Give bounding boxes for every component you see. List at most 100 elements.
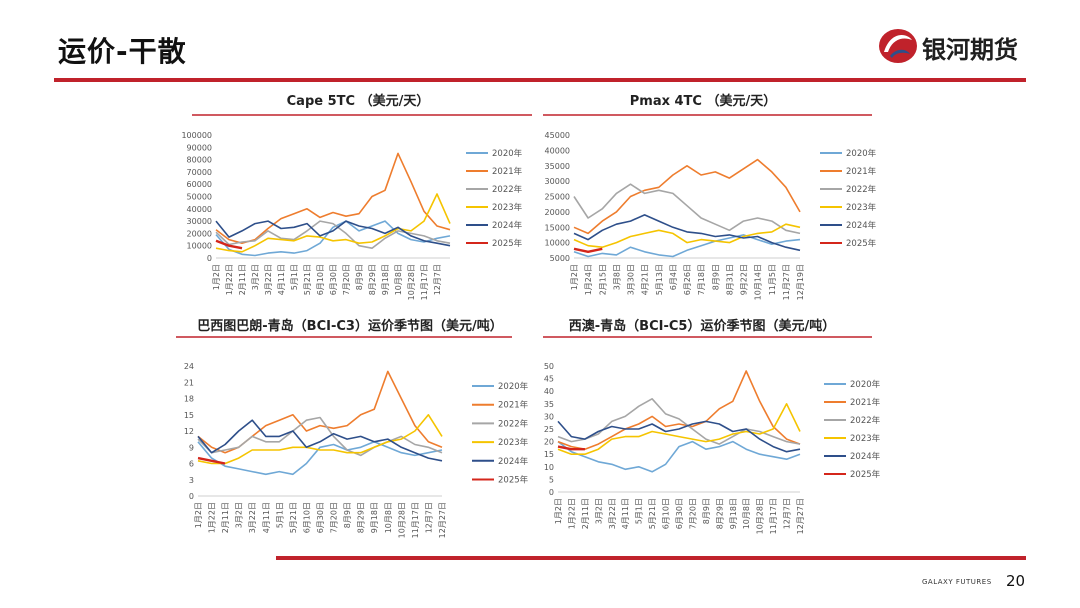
chart-title: Pmax 4TC （美元/天） — [630, 93, 777, 109]
x-tick-label: 8月9日 — [355, 264, 364, 290]
series-line-2025 — [557, 445, 585, 451]
x-tick-label: 1月2日 — [212, 264, 221, 290]
series-line-2020 — [557, 440, 801, 473]
x-tick-label: 4月21日 — [641, 264, 650, 295]
chart-2: Pmax 4TC （美元/天） 45000 40000 35000 30000 25000… — [543, 93, 877, 300]
x-tick-label: 3月22日 — [248, 502, 257, 533]
series-line-2023 — [573, 223, 801, 248]
y-tick-label: 80000 — [187, 156, 212, 165]
legend-label-2025: 2025年 — [846, 238, 877, 249]
x-tick-label: 7月20日 — [688, 498, 697, 529]
y-tick-label: 24 — [184, 362, 194, 371]
galaxy-logo-icon — [879, 29, 917, 63]
y-tick-label: 0 — [549, 488, 554, 497]
x-tick-label: 1月2日 — [554, 498, 563, 524]
series-line-2025 — [197, 456, 226, 465]
series-line-2021 — [573, 158, 801, 235]
x-tick-label: 3月2日 — [235, 502, 244, 528]
y-tick-label: 70000 — [187, 168, 212, 177]
chart-title: 巴西图巴朗-青岛（BCI-C3）运价季节图（美元/吨） — [197, 318, 502, 334]
y-tick-label: 45000 — [545, 131, 570, 140]
x-tick-label: 12月27日 — [796, 498, 805, 534]
x-tick-label: 12月7日 — [783, 498, 792, 529]
y-tick-label: 21 — [184, 378, 194, 387]
series-line-2022 — [573, 183, 801, 235]
x-tick-label: 12月27日 — [438, 502, 447, 538]
x-tick-label: 10月28日 — [756, 498, 765, 534]
y-tick-label: 10 — [544, 463, 554, 472]
legend-label-2024: 2024年 — [498, 456, 529, 467]
x-tick-label: 3月22日 — [608, 498, 617, 529]
x-tick-label: 6月10日 — [662, 498, 671, 529]
x-tick-label: 10月8日 — [742, 498, 751, 529]
top-rule — [54, 78, 1026, 82]
legend-label-2022: 2022年 — [846, 184, 877, 195]
chart-4: 西澳-青岛（BCI-C5）运价季节图（美元/吨）5045403530252015… — [543, 318, 881, 534]
x-tick-label: 1月22日 — [567, 498, 576, 529]
x-tick-label: 10月28日 — [397, 502, 406, 538]
x-tick-label: 2月11日 — [221, 502, 230, 533]
x-tick-label: 10月14日 — [754, 264, 763, 300]
series-line-2022 — [197, 416, 443, 457]
y-tick-label: 20000 — [187, 229, 212, 238]
x-tick-label: 2月11日 — [581, 498, 590, 529]
y-tick-label: 5000 — [550, 254, 570, 263]
x-tick-label: 10月28日 — [407, 264, 416, 300]
series-line-2025 — [573, 247, 603, 253]
legend-label-2024: 2024年 — [492, 220, 523, 231]
legend-label-2021: 2021年 — [850, 397, 881, 408]
y-tick-label: 3 — [189, 476, 194, 485]
y-tick-label: 0 — [189, 492, 194, 501]
x-tick-label: 9月18日 — [729, 498, 738, 529]
x-tick-label: 8月9日 — [702, 498, 711, 524]
legend-label-2022: 2022年 — [850, 415, 881, 426]
legend-label-2023: 2023年 — [850, 433, 881, 444]
x-tick-label: 7月20日 — [342, 264, 351, 295]
y-tick-label: 15000 — [545, 223, 570, 232]
x-tick-label: 10月8日 — [384, 502, 393, 533]
legend-label-2020: 2020年 — [492, 148, 523, 159]
x-tick-label: 11月17日 — [769, 498, 778, 534]
y-tick-label: 90000 — [187, 143, 212, 152]
x-tick-label: 3月22日 — [264, 264, 273, 295]
x-tick-label: 1月24日 — [584, 264, 593, 295]
series-line-2021 — [215, 152, 451, 244]
legend-label-2025: 2025年 — [850, 469, 881, 480]
x-tick-label: 4月11日 — [262, 502, 271, 533]
y-tick-label: 45 — [544, 375, 554, 384]
x-tick-label: 2月15日 — [598, 264, 607, 295]
x-tick-label: 11月5日 — [768, 264, 777, 295]
x-tick-label: 2月11日 — [238, 264, 247, 295]
series-line-2020 — [215, 220, 451, 257]
legend-label-2025: 2025年 — [492, 238, 523, 249]
footer-brand: GALAXY FUTURES — [922, 578, 992, 586]
x-tick-label: 4月11日 — [621, 498, 630, 529]
y-tick-label: 30 — [544, 412, 554, 421]
x-tick-label: 9月22日 — [740, 264, 749, 295]
x-tick-label: 6月30日 — [316, 502, 325, 533]
logo: 银河期货 — [876, 26, 1036, 66]
x-tick-label: 5月21日 — [303, 264, 312, 295]
x-tick-label: 5月21日 — [648, 498, 657, 529]
x-tick-label: 5月1日 — [275, 502, 284, 528]
series-line-2024 — [573, 214, 801, 252]
series-line-2025 — [215, 239, 243, 250]
y-tick-label: 9 — [189, 443, 194, 452]
x-tick-label: 12月7日 — [424, 502, 433, 533]
y-tick-label: 20000 — [545, 208, 570, 217]
x-tick-label: 6月4日 — [669, 264, 678, 290]
x-tick-label: 3月2日 — [251, 264, 260, 290]
x-tick-label: 7月18日 — [697, 264, 706, 295]
series-line-2024 — [557, 420, 801, 453]
series-line-2022 — [557, 398, 801, 445]
x-tick-label: 8月9日 — [711, 264, 720, 290]
legend-label-2022: 2022年 — [492, 184, 523, 195]
series-line-2021 — [557, 370, 801, 450]
x-tick-label: 11月27日 — [782, 264, 791, 300]
series-line-2022 — [215, 220, 451, 249]
legend-label-2023: 2023年 — [498, 437, 529, 448]
y-tick-label: 15 — [184, 411, 194, 420]
series-line-2024 — [197, 419, 443, 462]
y-tick-label: 35 — [544, 400, 554, 409]
series-line-2021 — [197, 370, 443, 454]
